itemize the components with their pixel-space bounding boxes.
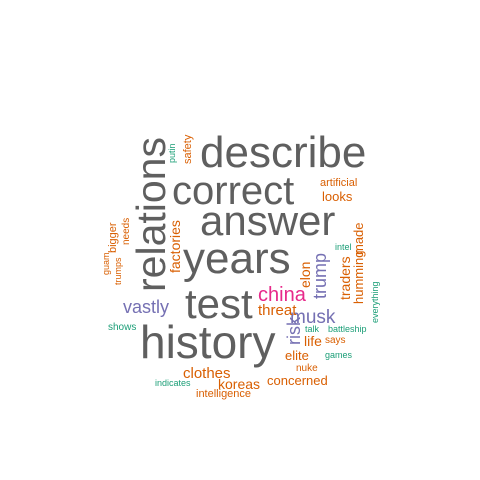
word-traders: traders xyxy=(337,256,353,300)
word-needs: needs xyxy=(121,217,132,245)
word-life: life xyxy=(304,333,322,349)
word-made: made xyxy=(351,222,366,255)
word-vastly: vastly xyxy=(123,297,170,317)
word-battleship: battleship xyxy=(328,324,367,334)
word-trump: trump xyxy=(310,252,330,299)
word-elon: elon xyxy=(297,261,313,288)
word-clothes: clothes xyxy=(183,365,231,382)
word-intelligence: intelligence xyxy=(196,388,252,400)
word-talk: talk xyxy=(305,324,320,334)
word-shows: shows xyxy=(108,322,137,333)
word-history: history xyxy=(140,316,276,368)
word-says: says xyxy=(325,335,346,346)
word-putin: putin xyxy=(167,143,177,163)
word-describe: describe xyxy=(200,128,367,177)
word-correct: correct xyxy=(172,169,295,213)
word-china: china xyxy=(258,284,306,306)
word-bigger: bigger xyxy=(107,222,119,253)
word-trumps: trumps xyxy=(113,257,123,285)
word-looks: looks xyxy=(322,189,353,204)
word-answer: answer xyxy=(200,197,336,244)
word-nuke: nuke xyxy=(296,363,318,374)
word-artificial: artificial xyxy=(320,177,358,189)
word-relations: relations xyxy=(128,137,174,292)
word-threat: threat xyxy=(258,302,297,319)
word-games: games xyxy=(325,350,353,360)
word-indicates: indicates xyxy=(155,378,191,388)
word-test: test xyxy=(185,280,253,327)
word-elite: elite xyxy=(285,348,309,363)
word-years: years xyxy=(183,234,291,283)
word-koreas: koreas xyxy=(218,376,261,392)
word-musk: musk xyxy=(290,307,336,328)
word-risk: risk xyxy=(284,317,304,345)
word-everything: everything xyxy=(370,281,380,323)
word-safety: safety xyxy=(182,134,194,164)
word-factories: factories xyxy=(167,220,183,273)
word-humming: humming xyxy=(351,250,366,304)
word-intel: intel xyxy=(335,242,352,252)
word-guam: guam xyxy=(101,252,111,275)
word-concerned: concerned xyxy=(267,373,328,388)
